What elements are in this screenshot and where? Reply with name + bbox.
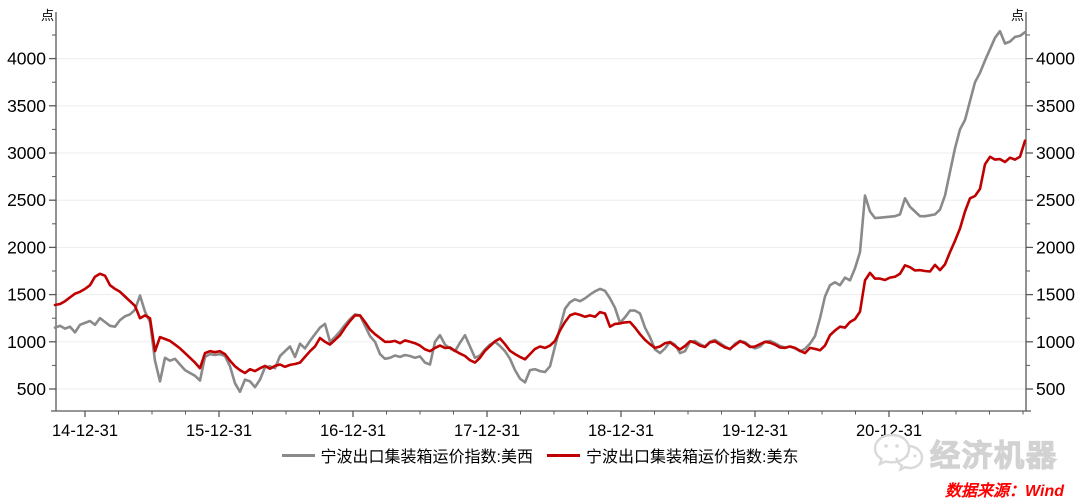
- svg-text:4000: 4000: [1036, 49, 1075, 69]
- us-west-line-swatch: [281, 453, 315, 457]
- legend-item-us-east: 宁波出口集装箱运价指数:美东: [547, 443, 798, 467]
- svg-text:2000: 2000: [7, 237, 46, 257]
- svg-text:2000: 2000: [1036, 237, 1075, 257]
- svg-text:3500: 3500: [1036, 96, 1075, 116]
- us-west-legend-label: 宁波出口集装箱运价指数:美西: [320, 449, 533, 466]
- svg-text:2500: 2500: [1036, 190, 1075, 210]
- svg-text:500: 500: [1036, 379, 1065, 399]
- svg-text:14-12-31: 14-12-31: [52, 422, 118, 440]
- svg-text:15-12-31: 15-12-31: [186, 422, 252, 440]
- svg-text:18-12-31: 18-12-31: [588, 422, 654, 440]
- svg-text:1500: 1500: [7, 285, 46, 305]
- svg-text:16-12-31: 16-12-31: [320, 422, 386, 440]
- svg-text:点: 点: [1011, 8, 1024, 23]
- svg-text:500: 500: [17, 379, 46, 399]
- svg-text:1000: 1000: [1036, 332, 1075, 352]
- svg-text:1500: 1500: [1036, 285, 1075, 305]
- svg-text:3000: 3000: [1036, 143, 1075, 163]
- svg-text:20-12-31: 20-12-31: [856, 422, 922, 440]
- svg-text:19-12-31: 19-12-31: [722, 422, 788, 440]
- svg-text:17-12-31: 17-12-31: [454, 422, 520, 440]
- data-source-label: 数据来源：Wind: [945, 483, 1064, 500]
- watermark: 经济机器: [872, 431, 1058, 475]
- svg-text:点: 点: [41, 8, 54, 23]
- wechat-logo-icon: [873, 433, 924, 472]
- svg-text:3500: 3500: [7, 96, 46, 116]
- svg-text:3000: 3000: [7, 143, 46, 163]
- legend-item-us-west: 宁波出口集装箱运价指数:美西: [281, 443, 533, 467]
- svg-text:1000: 1000: [7, 332, 46, 352]
- us-east-legend-label: 宁波出口集装箱运价指数:美东: [586, 449, 799, 466]
- svg-text:2500: 2500: [7, 190, 46, 210]
- chart-legend: 宁波出口集装箱运价指数:美西 宁波出口集装箱运价指数:美东: [0, 443, 1080, 467]
- us-east-line-swatch: [547, 453, 580, 457]
- watermark-text: 经济机器: [929, 439, 1058, 473]
- svg-text:4000: 4000: [7, 49, 46, 69]
